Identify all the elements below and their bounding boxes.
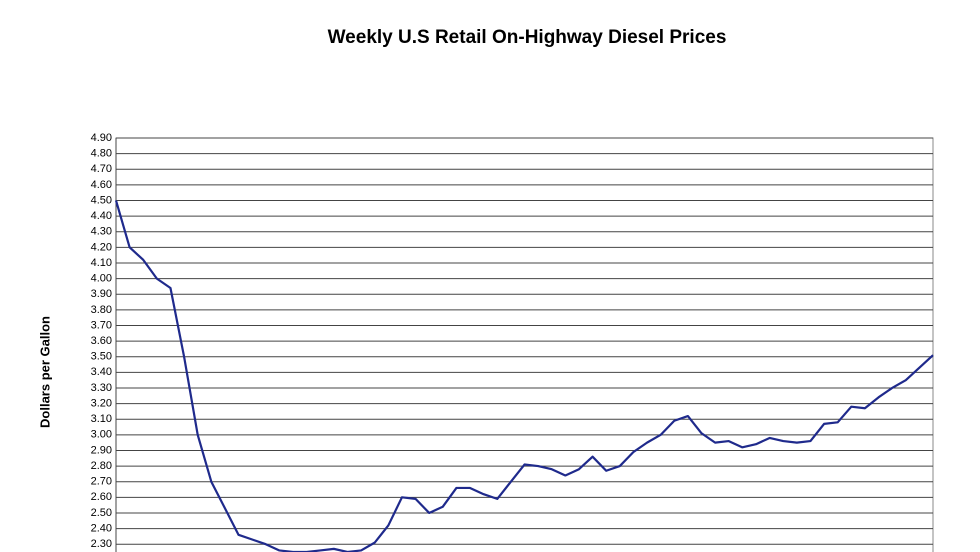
y-tick-label: 4.70	[91, 163, 112, 175]
y-tick-label: 3.70	[91, 319, 112, 331]
y-tick-label: 3.80	[91, 304, 112, 316]
y-tick-label: 3.40	[91, 366, 112, 378]
y-tick-label: 3.50	[91, 351, 112, 363]
y-axis-label: Dollars per Gallon	[37, 316, 52, 428]
y-tick-label: 2.70	[91, 476, 112, 488]
y-tick-label: 2.30	[91, 538, 112, 550]
y-tick-label: 2.60	[91, 491, 112, 503]
y-tick-label: 3.30	[91, 382, 112, 394]
y-tick-label: 4.80	[91, 148, 112, 160]
y-tick-label: 2.40	[91, 522, 112, 534]
y-tick-label: 4.90	[91, 132, 112, 144]
y-tick-label: 4.20	[91, 241, 112, 253]
y-tick-label: 3.90	[91, 288, 112, 300]
y-tick-label: 2.50	[91, 507, 112, 519]
y-tick-label: 3.10	[91, 413, 112, 425]
y-tick-label: 3.00	[91, 429, 112, 441]
y-tick-label: 4.10	[91, 257, 112, 269]
y-tick-label: 4.60	[91, 179, 112, 191]
y-tick-label: 2.80	[91, 460, 112, 472]
y-tick-label: 3.20	[91, 397, 112, 409]
y-tick-label: 2.90	[91, 444, 112, 456]
price-line	[114, 200, 934, 552]
y-tick-label: 4.50	[91, 194, 112, 206]
y-tick-label: 3.60	[91, 335, 112, 347]
y-tick-label: 4.30	[91, 226, 112, 238]
y-tick-label: 4.00	[91, 273, 112, 285]
y-tick-label: 4.40	[91, 210, 112, 222]
chart-title: Weekly U.S Retail On-Highway Diesel Pric…	[328, 27, 727, 48]
